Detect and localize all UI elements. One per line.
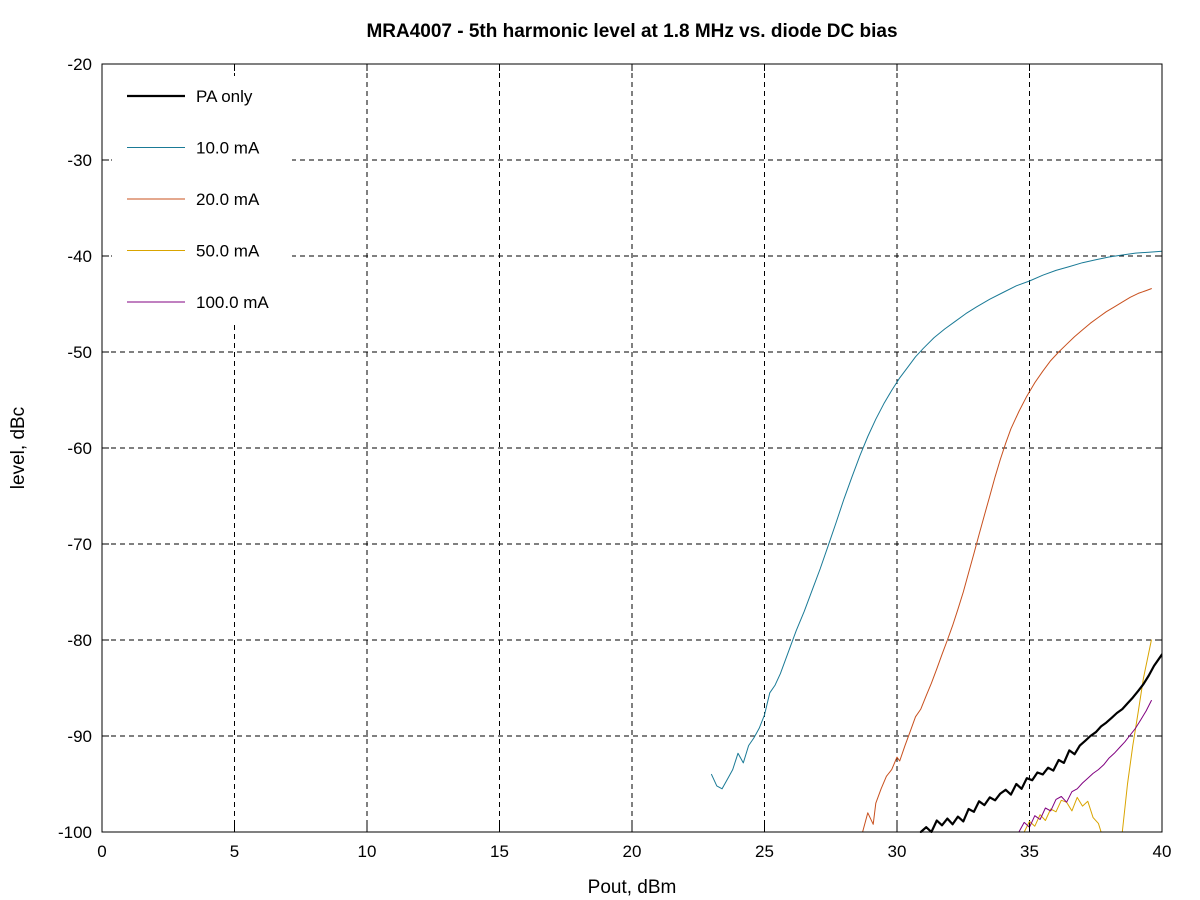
series-line-pa-only <box>919 653 1162 833</box>
y-tick-label: -100 <box>58 823 92 842</box>
y-tick-label: -50 <box>67 343 92 362</box>
y-tick-label: -90 <box>67 727 92 746</box>
legend: PA only 10.0 mA 20.0 mA 50.0 mA 100.0 mA <box>127 87 269 312</box>
y-axis-label: level, dBc <box>8 407 29 489</box>
grid <box>102 64 1162 832</box>
series-line-50-0-ma <box>1023 796 1102 833</box>
x-tick-label: 0 <box>97 842 106 861</box>
x-tick-label: 20 <box>623 842 642 861</box>
legend-label: PA only <box>196 87 253 106</box>
tick-labels: 0 5 10 15 20 25 30 35 40 -20 -30 -40 -50 -60 -70 -80 -90… <box>58 55 1171 861</box>
x-tick-label: 40 <box>1153 842 1172 861</box>
legend-label: 20.0 mA <box>196 190 260 209</box>
x-axis-label: Pout, dBm <box>588 877 677 898</box>
x-tick-label: 30 <box>888 842 907 861</box>
legend-label: 50.0 mA <box>196 242 260 261</box>
x-tick-label: 35 <box>1020 842 1039 861</box>
series-line-20-0-ma <box>862 288 1152 833</box>
x-tick-label: 5 <box>230 842 239 861</box>
y-tick-label: -60 <box>67 439 92 458</box>
chart-title: MRA4007 - 5th harmonic level at 1.8 MHz … <box>366 21 897 42</box>
series-line-10-0-ma <box>711 250 1162 790</box>
x-tick-label: 10 <box>358 842 377 861</box>
y-tick-label: -30 <box>67 151 92 170</box>
y-tick-label: -70 <box>67 535 92 554</box>
y-tick-label: -80 <box>67 631 92 650</box>
legend-label: 100.0 mA <box>196 293 269 312</box>
y-tick-label: -40 <box>67 247 92 266</box>
legend-background <box>112 76 292 324</box>
x-tick-label: 25 <box>755 842 774 861</box>
series-group <box>711 250 1162 833</box>
x-tick-label: 15 <box>490 842 509 861</box>
series-line-100-0-ma <box>1018 700 1152 833</box>
plot-frame <box>101 63 1163 833</box>
y-tick-label: -20 <box>67 55 92 74</box>
legend-label: 10.0 mA <box>196 139 260 158</box>
